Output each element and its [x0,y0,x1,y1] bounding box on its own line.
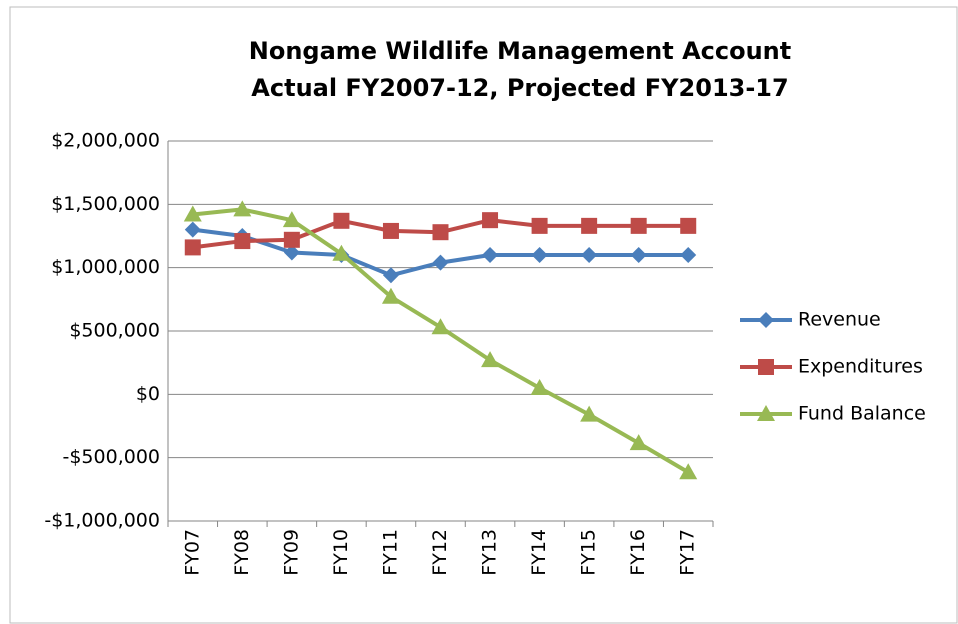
legend-label: Revenue [798,309,881,331]
x-tick-label: FY14 [528,529,550,576]
x-tick-label: FY17 [677,529,699,576]
marker [432,224,449,241]
legend-label: Fund Balance [798,403,926,425]
marker [580,405,599,422]
x-tick-label: FY09 [280,529,302,576]
y-tick-label: $500,000 [69,320,160,342]
x-tick-label: FY10 [330,529,352,576]
marker [630,217,647,234]
marker [757,405,775,421]
marker [581,217,598,234]
x-tick-label: FY16 [627,529,649,576]
marker [531,217,548,234]
x-tick-label: FY13 [479,529,501,576]
marker [184,221,201,238]
marker [382,222,399,239]
marker [679,463,698,480]
marker [482,247,499,263]
marker [183,205,202,222]
y-tick-label: $1,000,000 [51,256,160,278]
marker [381,287,400,304]
y-tick-label: $0 [136,383,160,405]
chart-subtitle: Actual FY2007-12, Projected FY2013-17 [251,74,788,102]
marker [432,254,449,271]
x-tick-label: FY11 [379,529,401,576]
chart-title: Nongame Wildlife Management Account [249,37,791,65]
marker [333,212,350,229]
marker [283,231,300,248]
legend-label: Expenditures [798,356,923,378]
marker [680,217,697,234]
marker [680,247,697,263]
marker [184,239,201,256]
marker [531,247,548,263]
marker [758,312,774,328]
y-tick-label: -$1,000,000 [44,510,160,532]
x-tick-label: FY15 [578,529,600,576]
marker [481,351,500,368]
marker [630,247,647,263]
marker [282,211,301,228]
marker [482,212,499,229]
x-tick-label: FY07 [181,529,203,576]
marker [431,318,450,335]
y-tick-label: $1,500,000 [51,193,160,215]
marker [332,244,351,261]
x-tick-label: FY08 [231,529,253,576]
marker [382,267,399,284]
marker [629,434,648,451]
marker [758,359,774,375]
marker [283,244,300,261]
marker [233,200,252,217]
x-tick-label: FY12 [429,529,451,576]
marker [234,233,251,250]
marker [530,379,549,395]
y-tick-label: -$500,000 [62,446,160,468]
marker [581,247,598,263]
y-tick-label: $2,000,000 [51,130,160,152]
